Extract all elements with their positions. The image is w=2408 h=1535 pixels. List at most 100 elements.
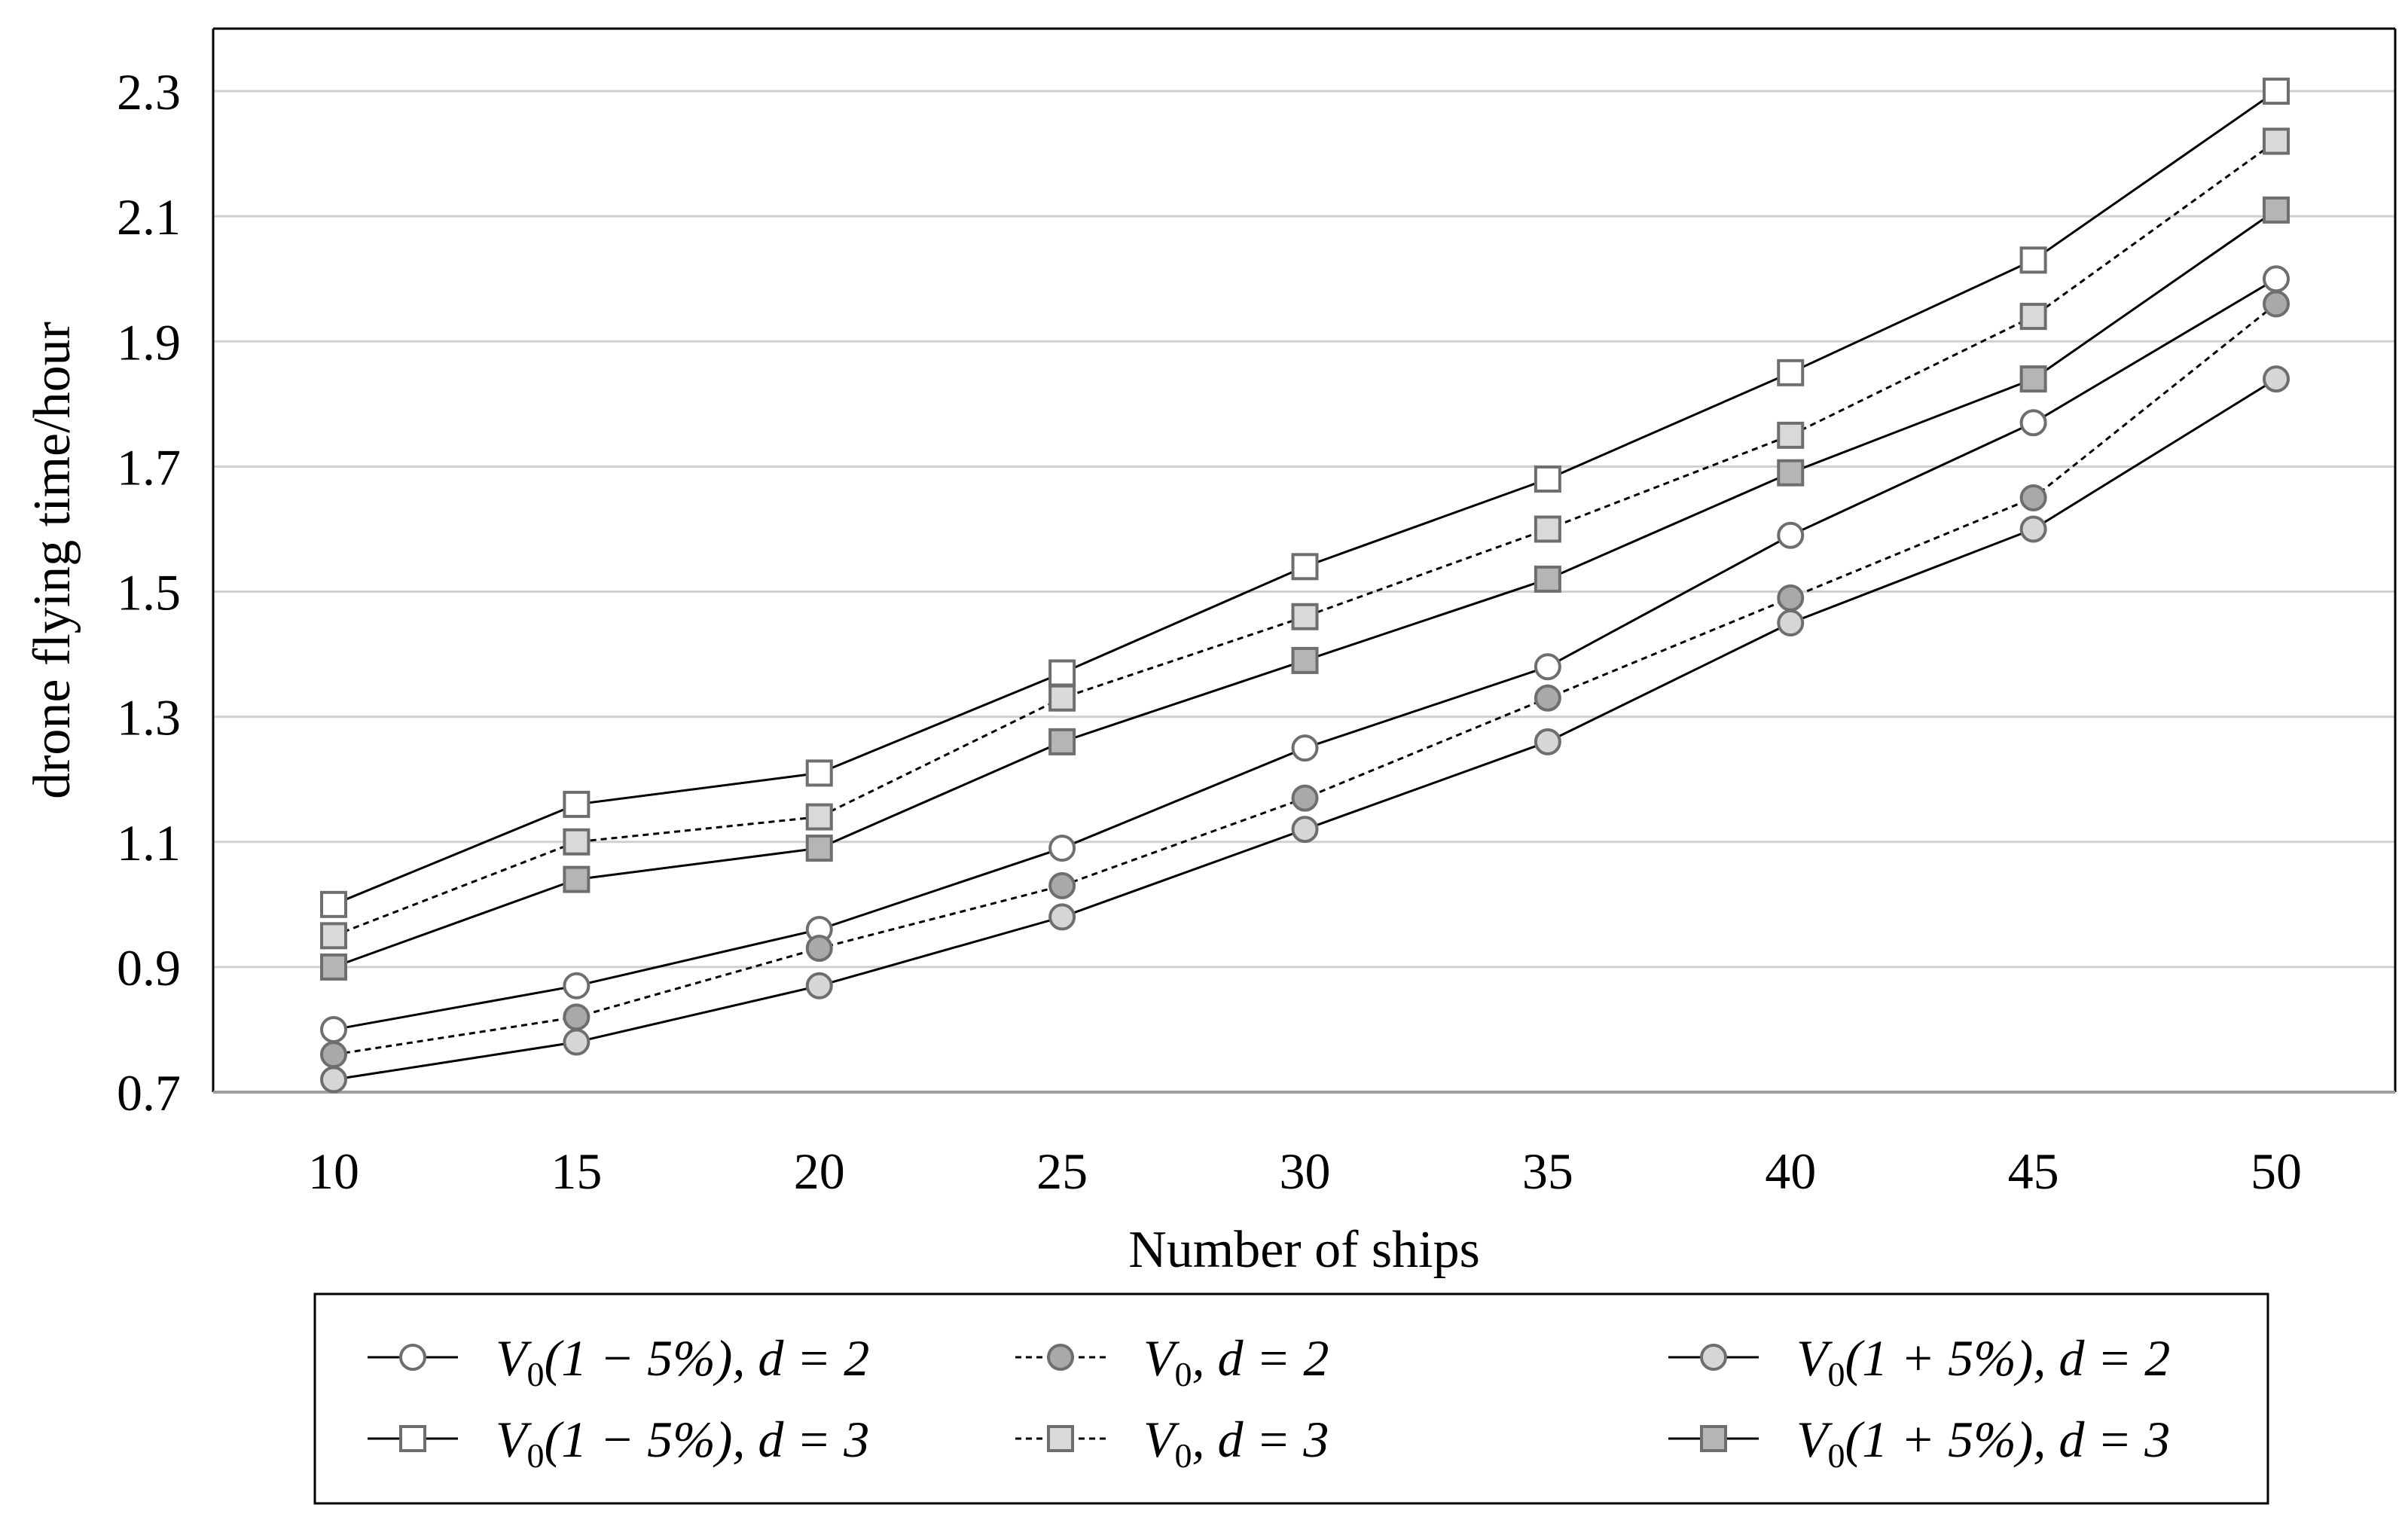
data-point bbox=[563, 865, 591, 893]
y-tick-label: 1.3 bbox=[117, 689, 181, 746]
data-point bbox=[1534, 653, 1561, 681]
x-tick-label: 25 bbox=[1036, 1143, 1088, 1200]
x-tick-label: 50 bbox=[2251, 1143, 2302, 1200]
y-tick-label: 1.9 bbox=[117, 313, 181, 371]
series-line bbox=[333, 140, 2277, 937]
data-point bbox=[2263, 265, 2290, 293]
y-tick-label: 0.7 bbox=[117, 1064, 181, 1121]
y-axis-title: drone flying time/hour bbox=[23, 322, 81, 799]
x-tick-label: 15 bbox=[551, 1143, 602, 1200]
data-point bbox=[1777, 459, 1805, 487]
data-point bbox=[1534, 515, 1561, 543]
tick-labels: 0.7 0.9 1.1 1.3 1.5 1.7 1.9 2.1 2.3 10 15 20 25 30 35 4… bbox=[117, 63, 2302, 1200]
legend-item: V0, d = 2 bbox=[1015, 1329, 1329, 1393]
legend-item: V0(1 + 5%), d = 3 bbox=[1668, 1411, 2170, 1475]
legend-marker bbox=[1700, 1344, 1727, 1371]
data-point bbox=[1291, 646, 1319, 674]
series-2 bbox=[320, 365, 2290, 1094]
data-point bbox=[320, 922, 347, 950]
data-point bbox=[2019, 246, 2047, 274]
data-point bbox=[1777, 421, 1805, 449]
data-point bbox=[1048, 835, 1076, 862]
data-point bbox=[563, 828, 591, 856]
legend-marker bbox=[399, 1344, 426, 1371]
series-line bbox=[333, 209, 2277, 969]
data-point bbox=[2263, 365, 2290, 393]
series-1 bbox=[320, 290, 2290, 1069]
series-3 bbox=[320, 78, 2290, 918]
data-point bbox=[2019, 515, 2047, 543]
legend: V0(1 − 5%), d = 2 V0, d = 2 V0(1 + 5%), d … bbox=[313, 1292, 2269, 1505]
legend-item: V0(1 − 5%), d = 2 bbox=[368, 1329, 869, 1393]
data-point bbox=[2019, 365, 2047, 393]
x-tick-label: 35 bbox=[1522, 1143, 1573, 1200]
data-point bbox=[2019, 303, 2047, 331]
data-point bbox=[563, 1003, 591, 1031]
data-point bbox=[1534, 728, 1561, 755]
data-point bbox=[320, 1015, 347, 1043]
legend-item: V0, d = 3 bbox=[1015, 1411, 1329, 1475]
legend-box bbox=[313, 1292, 2269, 1505]
x-axis-title: Number of ships bbox=[1128, 1221, 1480, 1279]
data-point bbox=[1534, 565, 1561, 593]
data-point bbox=[320, 1066, 347, 1094]
legend-label: V0(1 + 5%), d = 3 bbox=[1796, 1411, 2170, 1475]
series-line bbox=[333, 90, 2277, 906]
series-group bbox=[320, 78, 2290, 1094]
y-tick-label: 0.9 bbox=[117, 939, 181, 996]
data-point bbox=[805, 759, 833, 787]
legend-marker bbox=[1047, 1344, 1074, 1371]
y-tick-label: 1.7 bbox=[117, 438, 181, 496]
data-point bbox=[1534, 684, 1561, 712]
data-point bbox=[1291, 816, 1319, 844]
legend-marker bbox=[1047, 1425, 1074, 1452]
data-point bbox=[2263, 127, 2290, 155]
series-line bbox=[333, 303, 2277, 1056]
data-point bbox=[1291, 603, 1319, 630]
x-tick-label: 45 bbox=[2008, 1143, 2059, 1200]
y-tick-label: 2.1 bbox=[117, 188, 181, 246]
data-point bbox=[1291, 784, 1319, 812]
data-point bbox=[1291, 553, 1319, 581]
data-point bbox=[1048, 684, 1076, 712]
x-tick-label: 30 bbox=[1280, 1143, 1331, 1200]
data-point bbox=[563, 790, 591, 818]
data-point bbox=[2263, 78, 2290, 105]
data-point bbox=[1048, 903, 1076, 931]
data-point bbox=[805, 934, 833, 962]
data-point bbox=[2019, 409, 2047, 437]
legend-item: V0(1 − 5%), d = 3 bbox=[368, 1411, 869, 1475]
data-point bbox=[1777, 521, 1805, 549]
data-point bbox=[320, 953, 347, 981]
legend-label: V0(1 − 5%), d = 2 bbox=[496, 1329, 869, 1393]
y-tick-label: 1.1 bbox=[117, 814, 181, 871]
legend-label: V0(1 + 5%), d = 2 bbox=[1796, 1329, 2170, 1393]
axes bbox=[212, 27, 2397, 1094]
legend-label: V0, d = 2 bbox=[1143, 1329, 1329, 1393]
data-point bbox=[1777, 359, 1805, 386]
y-tick-label: 1.5 bbox=[117, 564, 181, 621]
legend-marker bbox=[399, 1425, 426, 1452]
data-point bbox=[805, 972, 833, 999]
x-tick-label: 10 bbox=[308, 1143, 359, 1200]
series-0 bbox=[320, 265, 2290, 1043]
data-point bbox=[563, 1028, 591, 1056]
data-point bbox=[1048, 871, 1076, 899]
x-tick-label: 20 bbox=[794, 1143, 845, 1200]
data-point bbox=[1048, 728, 1076, 755]
data-point bbox=[1777, 609, 1805, 637]
legend-marker bbox=[1700, 1425, 1727, 1452]
data-point bbox=[320, 890, 347, 918]
data-point bbox=[2019, 484, 2047, 511]
data-point bbox=[563, 972, 591, 999]
legend-label: V0, d = 3 bbox=[1143, 1411, 1329, 1475]
data-point bbox=[2263, 196, 2290, 224]
data-point bbox=[2263, 290, 2290, 318]
legend-label: V0(1 − 5%), d = 3 bbox=[496, 1411, 869, 1475]
data-point bbox=[1534, 465, 1561, 493]
series-5 bbox=[320, 196, 2290, 981]
data-point bbox=[1777, 584, 1805, 612]
data-point bbox=[805, 835, 833, 862]
